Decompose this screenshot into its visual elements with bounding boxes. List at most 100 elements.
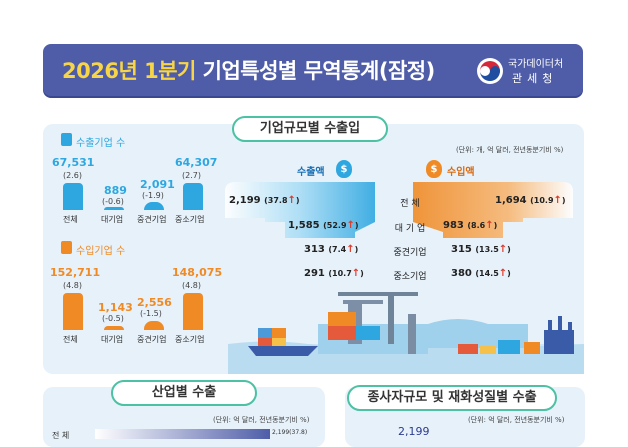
export-value: 1,585 (288, 220, 320, 231)
export-pct: (10.7 (328, 269, 352, 278)
page-title: 2026년 1분기 기업특성별 무역통계(잠정) (62, 55, 435, 85)
import-count-total-pct: (4.8) (63, 281, 82, 290)
up-arrow-icon: ↑ (346, 220, 355, 231)
title-highlight: 2026년 1분기 (62, 59, 196, 83)
export-count-large: 889 (104, 184, 127, 197)
import-pct: (10.9 (530, 196, 554, 205)
import-count-bar-small (183, 293, 203, 330)
import-companies-title: 수입기업 수 (76, 246, 126, 257)
import-count-large: 1,143 (98, 301, 133, 314)
money-bag-icon: $ (426, 160, 442, 178)
import-amount-title: 수입액 (447, 167, 475, 178)
industry-bar-total (95, 429, 270, 439)
export-count-bar-total (63, 183, 83, 210)
close-paren: ) (354, 221, 359, 230)
industry-value-total: 2,199(37.8) (272, 429, 308, 436)
trade-row-label-large: 대 기 업 (394, 224, 426, 234)
trade-row-large-export: 1,585 (52.9↑) (288, 220, 359, 231)
trade-row-label-mid: 중견기업 (393, 248, 427, 258)
section-title-size: 기업규모별 수출입 (232, 116, 388, 142)
up-arrow-icon: ↑ (351, 268, 361, 279)
close-paren: ) (295, 196, 300, 205)
close-paren: ) (360, 269, 364, 278)
export-funnel (225, 182, 375, 238)
import-count-label-large: 대기업 (101, 335, 124, 344)
export-count-label-total: 전체 (63, 215, 78, 224)
import-count-bar-large (104, 326, 124, 330)
export-count-large-pct: (-0.6) (102, 197, 124, 206)
export-amount-title: 수출액 (297, 167, 325, 178)
trade-row-total-export: 2,199 (37.8↑) (229, 195, 300, 206)
section-title-industry: 산업별 수출 (111, 380, 257, 406)
import-count-label-small: 중소기업 (175, 335, 205, 344)
agency-name-1: 국가데이터처 (508, 59, 564, 70)
trade-row-label-small: 중소기업 (393, 272, 427, 282)
export-count-mid-pct: (-1.9) (142, 191, 164, 200)
unit-note-industry: (단위: 억 달러, 전년동분기비 %) (213, 416, 310, 424)
export-count-label-small: 중소기업 (175, 215, 205, 224)
import-value: 1,694 (495, 195, 527, 206)
export-pct: (7.4 (328, 245, 347, 254)
export-count-label-mid: 중견기업 (137, 215, 167, 224)
up-arrow-icon: ↑ (553, 195, 562, 206)
building-icon (61, 133, 72, 146)
port-illustration (228, 292, 584, 374)
export-value: 291 (304, 268, 325, 279)
title-rest: 기업특성별 무역통계(잠정) (195, 59, 436, 83)
import-count-mid: 2,556 (137, 296, 172, 309)
export-count-mid: 2,091 (140, 178, 175, 191)
close-paren: ) (507, 245, 511, 254)
up-arrow-icon: ↑ (485, 220, 494, 231)
close-paren: ) (493, 221, 498, 230)
industry-row-label-total: 전 체 (52, 431, 70, 440)
import-pct: (8.6 (467, 221, 486, 230)
trade-row-total-import: 1,694 (10.9↑) (495, 195, 566, 206)
export-companies-title: 수출기업 수 (76, 138, 126, 149)
import-pct: (14.5 (475, 269, 499, 278)
building-icon (61, 241, 72, 254)
import-count-small-pct: (4.8) (182, 281, 201, 290)
export-count-small-pct: (2.7) (182, 171, 201, 180)
section-title-employee: 종사자규모 및 재화성질별 수출 (347, 385, 557, 411)
close-paren: ) (507, 269, 511, 278)
export-pct: (37.8 (264, 196, 288, 205)
export-pct: (52.9 (323, 221, 347, 230)
up-arrow-icon: ↑ (346, 244, 355, 255)
import-count-bar-total (63, 293, 83, 330)
export-count-bar-large (104, 207, 124, 210)
government-emblem-icon (477, 58, 503, 84)
up-arrow-icon: ↑ (498, 244, 508, 255)
import-count-mid-pct: (-1.5) (140, 309, 162, 318)
import-value: 983 (443, 220, 464, 231)
trade-row-label-total: 전 체 (400, 199, 420, 209)
unit-note-top: (단위: 개, 억 달러, 전년동분기비 %) (456, 146, 564, 154)
import-count-large-pct: (-0.5) (102, 314, 124, 323)
export-count-small: 64,307 (175, 156, 218, 169)
employee-value-total: 2,199 (398, 425, 430, 438)
trade-row-mid-export: 313 (7.4↑) (304, 244, 358, 255)
export-count-total: 67,531 (52, 156, 95, 169)
money-bag-icon: $ (336, 160, 352, 178)
import-count-small: 148,075 (172, 266, 223, 279)
import-count-total: 152,711 (50, 266, 101, 279)
trade-row-small-export: 291 (10.7↑) (304, 268, 364, 279)
import-value: 315 (451, 244, 472, 255)
agency-name-2: 관세청 (512, 72, 558, 85)
up-arrow-icon: ↑ (287, 195, 296, 206)
import-count-label-total: 전체 (63, 335, 78, 344)
export-count-total-pct: (2.6) (63, 171, 82, 180)
unit-note-employee: (단위: 억 달러, 전년동분기비 %) (468, 416, 565, 424)
close-paren: ) (561, 196, 566, 205)
export-value: 313 (304, 244, 325, 255)
trade-row-small-import: 380 (14.5↑) (451, 268, 511, 279)
close-paren: ) (354, 245, 359, 254)
trade-row-large-import: 983 (8.6↑) (443, 220, 497, 231)
export-count-bar-small (183, 183, 203, 210)
export-value: 2,199 (229, 195, 261, 206)
up-arrow-icon: ↑ (498, 268, 508, 279)
import-count-bar-mid (144, 321, 164, 330)
import-count-label-mid: 중견기업 (137, 335, 167, 344)
export-count-label-large: 대기업 (101, 215, 124, 224)
import-funnel (413, 182, 573, 238)
import-pct: (13.5 (475, 245, 499, 254)
